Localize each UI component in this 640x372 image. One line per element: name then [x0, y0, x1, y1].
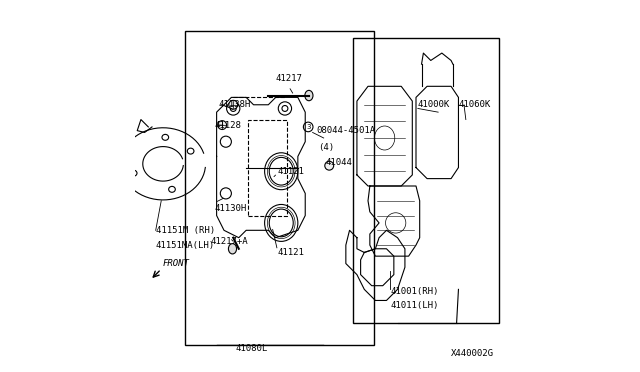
Text: 41130H: 41130H	[215, 203, 247, 213]
Circle shape	[229, 100, 237, 109]
Text: (4): (4)	[318, 143, 334, 152]
Bar	[248, 119, 287, 215]
Text: 41121: 41121	[278, 167, 305, 176]
Text: 41011(LH): 41011(LH)	[390, 301, 438, 311]
Text: 08044-4501A: 08044-4501A	[316, 126, 376, 135]
Ellipse shape	[305, 90, 313, 101]
Text: 41000K: 41000K	[418, 100, 450, 109]
Text: 41060K: 41060K	[458, 100, 491, 109]
Text: 41151M (RH): 41151M (RH)	[156, 226, 215, 235]
Text: X440002G: X440002G	[451, 349, 493, 358]
Text: 3: 3	[306, 124, 310, 130]
Text: 41080L: 41080L	[236, 344, 268, 353]
Ellipse shape	[228, 244, 237, 254]
Text: 41001(RH): 41001(RH)	[390, 287, 438, 296]
Text: 41217: 41217	[275, 74, 302, 83]
Circle shape	[324, 161, 333, 170]
Bar	[353, 38, 499, 323]
Text: FRONT: FRONT	[163, 259, 189, 268]
Text: 41128: 41128	[215, 121, 242, 129]
Text: 41138H: 41138H	[218, 100, 251, 109]
Text: 41151MA(LH): 41151MA(LH)	[156, 241, 215, 250]
Text: 41044: 41044	[326, 157, 353, 167]
Bar	[185, 31, 374, 345]
Text: 41217+A: 41217+A	[211, 237, 248, 246]
Text: 41121: 41121	[278, 248, 305, 257]
Circle shape	[218, 121, 227, 129]
